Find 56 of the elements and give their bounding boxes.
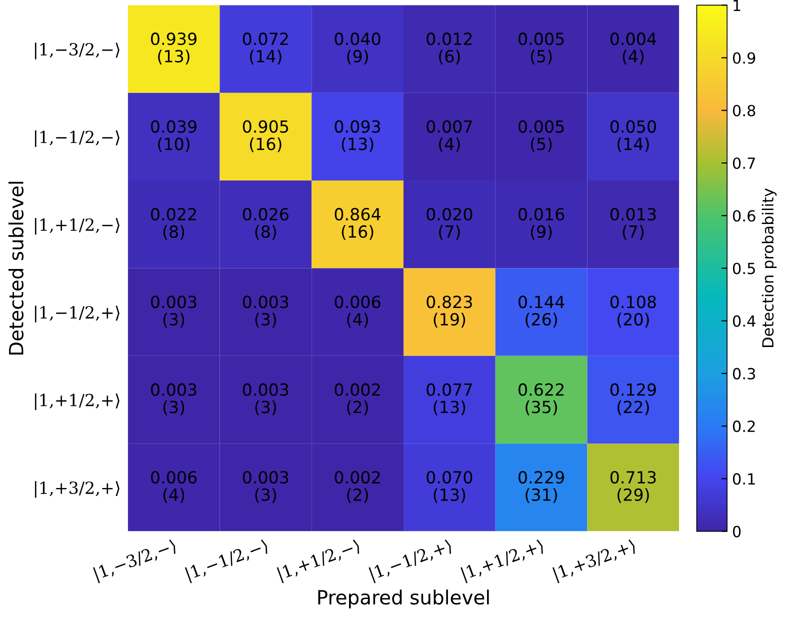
color-bar-label: 0.9 [732,52,756,64]
data-label: 0.144 (26) [518,296,564,328]
data-label: 0.003 (3) [242,470,288,503]
data-label: 0.007 (4) [426,120,472,152]
data-label: 0.005 (5) [518,120,564,152]
data-label: 0.072 (14) [242,32,288,64]
data-label: 0.108 (20) [610,296,656,328]
data-label: 0.129 (22) [610,383,656,416]
data-label: 0.040 (9) [334,32,380,64]
color-bar-label: 0 [732,526,741,538]
color-bar-label: 0.2 [732,420,755,432]
data-label: 0.012 (6) [426,32,472,64]
data-label: 0.003 (3) [242,383,288,416]
data-label: 0.003 (3) [151,296,196,328]
data-label: 0.004 (4) [610,32,656,64]
color-bar-label: 0.6 [732,210,756,222]
y-tick-label: |1,−1/2,−⟩ [34,130,120,147]
data-label: 0.006 (4) [334,296,380,328]
data-label: 0.003 (3) [242,296,288,328]
data-label: 0.020 (7) [426,208,472,240]
data-label: 0.006 (4) [151,470,197,503]
data-label: 0.622 (35) [518,383,564,416]
data-label: 0.713 (29) [610,470,656,503]
color-bar-label: 0.3 [732,368,756,380]
color-bar-label: 0.8 [732,104,756,116]
data-label: 0.050 (14) [610,120,656,152]
data-label: 0.864 (16) [334,208,380,240]
color-bar-title: Detection probability [762,188,777,348]
data-label: 0.229 (31) [518,470,564,503]
y-tick-label: |1,−1/2,+⟩ [34,306,120,322]
color-bar-label: 1 [734,0,740,11]
data-label: 0.003 (3) [151,383,196,416]
data-label: 0.022 (8) [151,208,196,240]
y-tick-label: |1,+1/2,−⟩ [34,218,120,235]
data-label: 0.002 (2) [334,470,380,503]
data-label: 0.002 (2) [334,383,380,416]
y-tick-label: |1,+3/2,+⟩ [34,481,120,498]
data-label: 0.039 (10) [151,120,196,152]
data-label: 0.823 (19) [426,296,472,328]
y-tick-label: |1,+1/2,+⟩ [34,393,120,410]
color-bar-label: 0.1 [732,473,755,485]
y-axis-title: Detected sublevel [8,182,24,354]
data-label: 0.013 (7) [610,208,656,240]
data-label: 0.026 (8) [242,208,288,240]
color-bar-label: 0.4 [732,315,756,327]
color-bar-label: 0.5 [732,262,755,274]
y-tick-label: |1,−3/2,−⟩ [34,42,120,60]
data-label: 0.093 (13) [334,120,380,152]
data-label: 0.077 (13) [426,383,472,416]
data-label: 0.005 (5) [518,32,564,64]
data-label: 0.016 (9) [518,208,564,240]
color-bar-label: 0.7 [732,157,755,170]
x-axis-title: Prepared sublevel [318,590,489,608]
data-label: 0.070 (13) [426,470,472,503]
data-label: 0.905 (16) [242,120,288,152]
data-label: 0.939 (13) [151,32,196,64]
